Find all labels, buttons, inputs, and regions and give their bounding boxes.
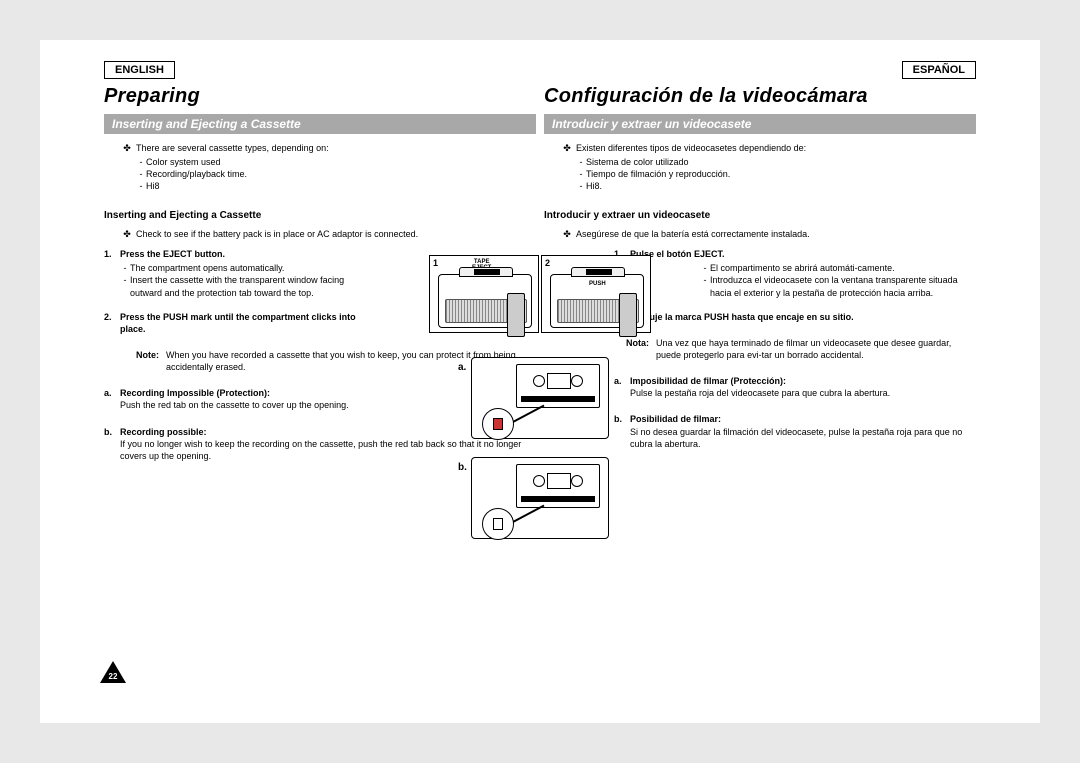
a-text-es: Pulse la pestaña roja del videocasete pa… [630,388,890,398]
lang-row-es: ESPAÑOL [544,60,976,79]
step1-item-es-0: El compartimento se abrirá automáti-came… [710,262,895,274]
bullet-icon: ✤ [118,142,136,154]
camera-figure-2: 2 PUSH [541,255,651,333]
step1-item-en-0: The compartment opens automatically. [130,262,284,274]
step1-bold-en: Press the EJECT button. [120,249,225,259]
item-a-es: a. Imposibilidad de filmar (Protección):… [614,375,976,399]
bullet-icon: ✤ [558,228,576,240]
intro-item-en-0: Color system used [146,156,221,168]
fig-number-2: 2 [545,258,550,268]
step-number: 2. [104,311,120,335]
step2-bold-en: Press the PUSH mark until the compartmen… [120,311,372,335]
dash-icon: - [136,180,146,192]
dash-icon: - [120,262,130,274]
intro-item-es-2: Hi8. [586,180,602,192]
step1-item-en-1: Insert the cassette with the transparent… [130,274,372,298]
dash-icon: - [120,274,130,298]
bullet-icon: ✤ [118,228,136,240]
check-es: Asegúrese de que la batería está correct… [576,228,810,240]
tab-callout-icon [482,508,514,540]
figure-group: 1 TAPEEJECT 2 PUSH a. [425,255,655,557]
b-bold-en: Recording possible: [120,427,207,437]
dash-icon: - [136,156,146,168]
camera-figure-1: 1 TAPEEJECT [429,255,539,333]
check-en: Check to see if the battery pack is in p… [136,228,418,240]
subtitle-en: Inserting and Ejecting a Cassette [104,114,536,134]
dash-icon: - [576,156,586,168]
dash-icon: - [576,180,586,192]
dash-icon: - [136,168,146,180]
title-es: Configuración de la videocámara [544,85,976,108]
intro-item-es-1: Tiempo de filmación y reproducción. [586,168,730,180]
lang-tab-spanish: ESPAÑOL [902,61,976,79]
intro-item-en-1: Recording/playback time. [146,168,247,180]
subtitle-es: Introducir y extraer un videocasete [544,114,976,134]
camera-body-icon: PUSH [550,274,644,328]
note-text-es: Una vez que haya terminado de filmar un … [656,337,976,361]
manual-page: ENGLISH Preparing Inserting and Ejecting… [40,40,1040,723]
dash-icon: - [700,262,710,274]
cassette-figure-a: a. [471,357,609,439]
camera-body-icon [438,274,532,328]
step1-item-es-1: Introduzca el videocasete con la ventana… [710,274,976,298]
title-en: Preparing [104,85,536,108]
intro-es: Existen diferentes tipos de videocasetes… [576,142,806,154]
label-a: a. [104,387,120,411]
note-label-en: Note: [136,349,166,373]
fig-number-1: 1 [433,258,438,268]
a-text-en: Push the red tab on the cassette to cove… [120,400,349,410]
section-head-es: Introducir y extraer un videocasete [544,209,976,223]
push-label: PUSH [589,281,606,287]
step-number: 1. [104,248,120,260]
bullet-icon: ✤ [558,142,576,154]
item-b-es: b. Posibilidad de filmar:Si no desea gua… [614,413,976,449]
cassette-figure-b: b. [471,457,609,539]
cassette-figures: a. b. [471,357,609,539]
page-number: 22 [107,672,119,681]
page-number-badge: 22 [100,661,126,683]
cassette-icon [516,364,600,408]
lang-row-en: ENGLISH [104,60,536,79]
intro-item-en-2: Hi8 [146,180,160,192]
a-bold-en: Recording Impossible (Protection): [120,388,270,398]
camera-figures: 1 TAPEEJECT 2 PUSH [425,255,655,333]
label-b: b. [104,426,120,462]
note-block-es: Nota: Una vez que haya terminado de film… [614,337,976,361]
fig-label-b: b. [458,462,467,473]
intro-item-es-0: Sistema de color utilizado [586,156,689,168]
lang-tab-english: ENGLISH [104,61,175,79]
fig-label-a: a. [458,362,466,373]
step2-bold-es: Empuje la marca PUSH hasta que encaje en… [630,311,976,323]
b-text-es: Si no desea guardar la filmación del vid… [630,427,962,449]
tab-callout-icon [482,408,514,440]
cassette-icon [516,464,600,508]
dash-icon: - [576,168,586,180]
intro-en: There are several cassette types, depend… [136,142,329,154]
section-head-en: Inserting and Ejecting a Cassette [104,209,536,223]
dash-icon: - [700,274,710,298]
